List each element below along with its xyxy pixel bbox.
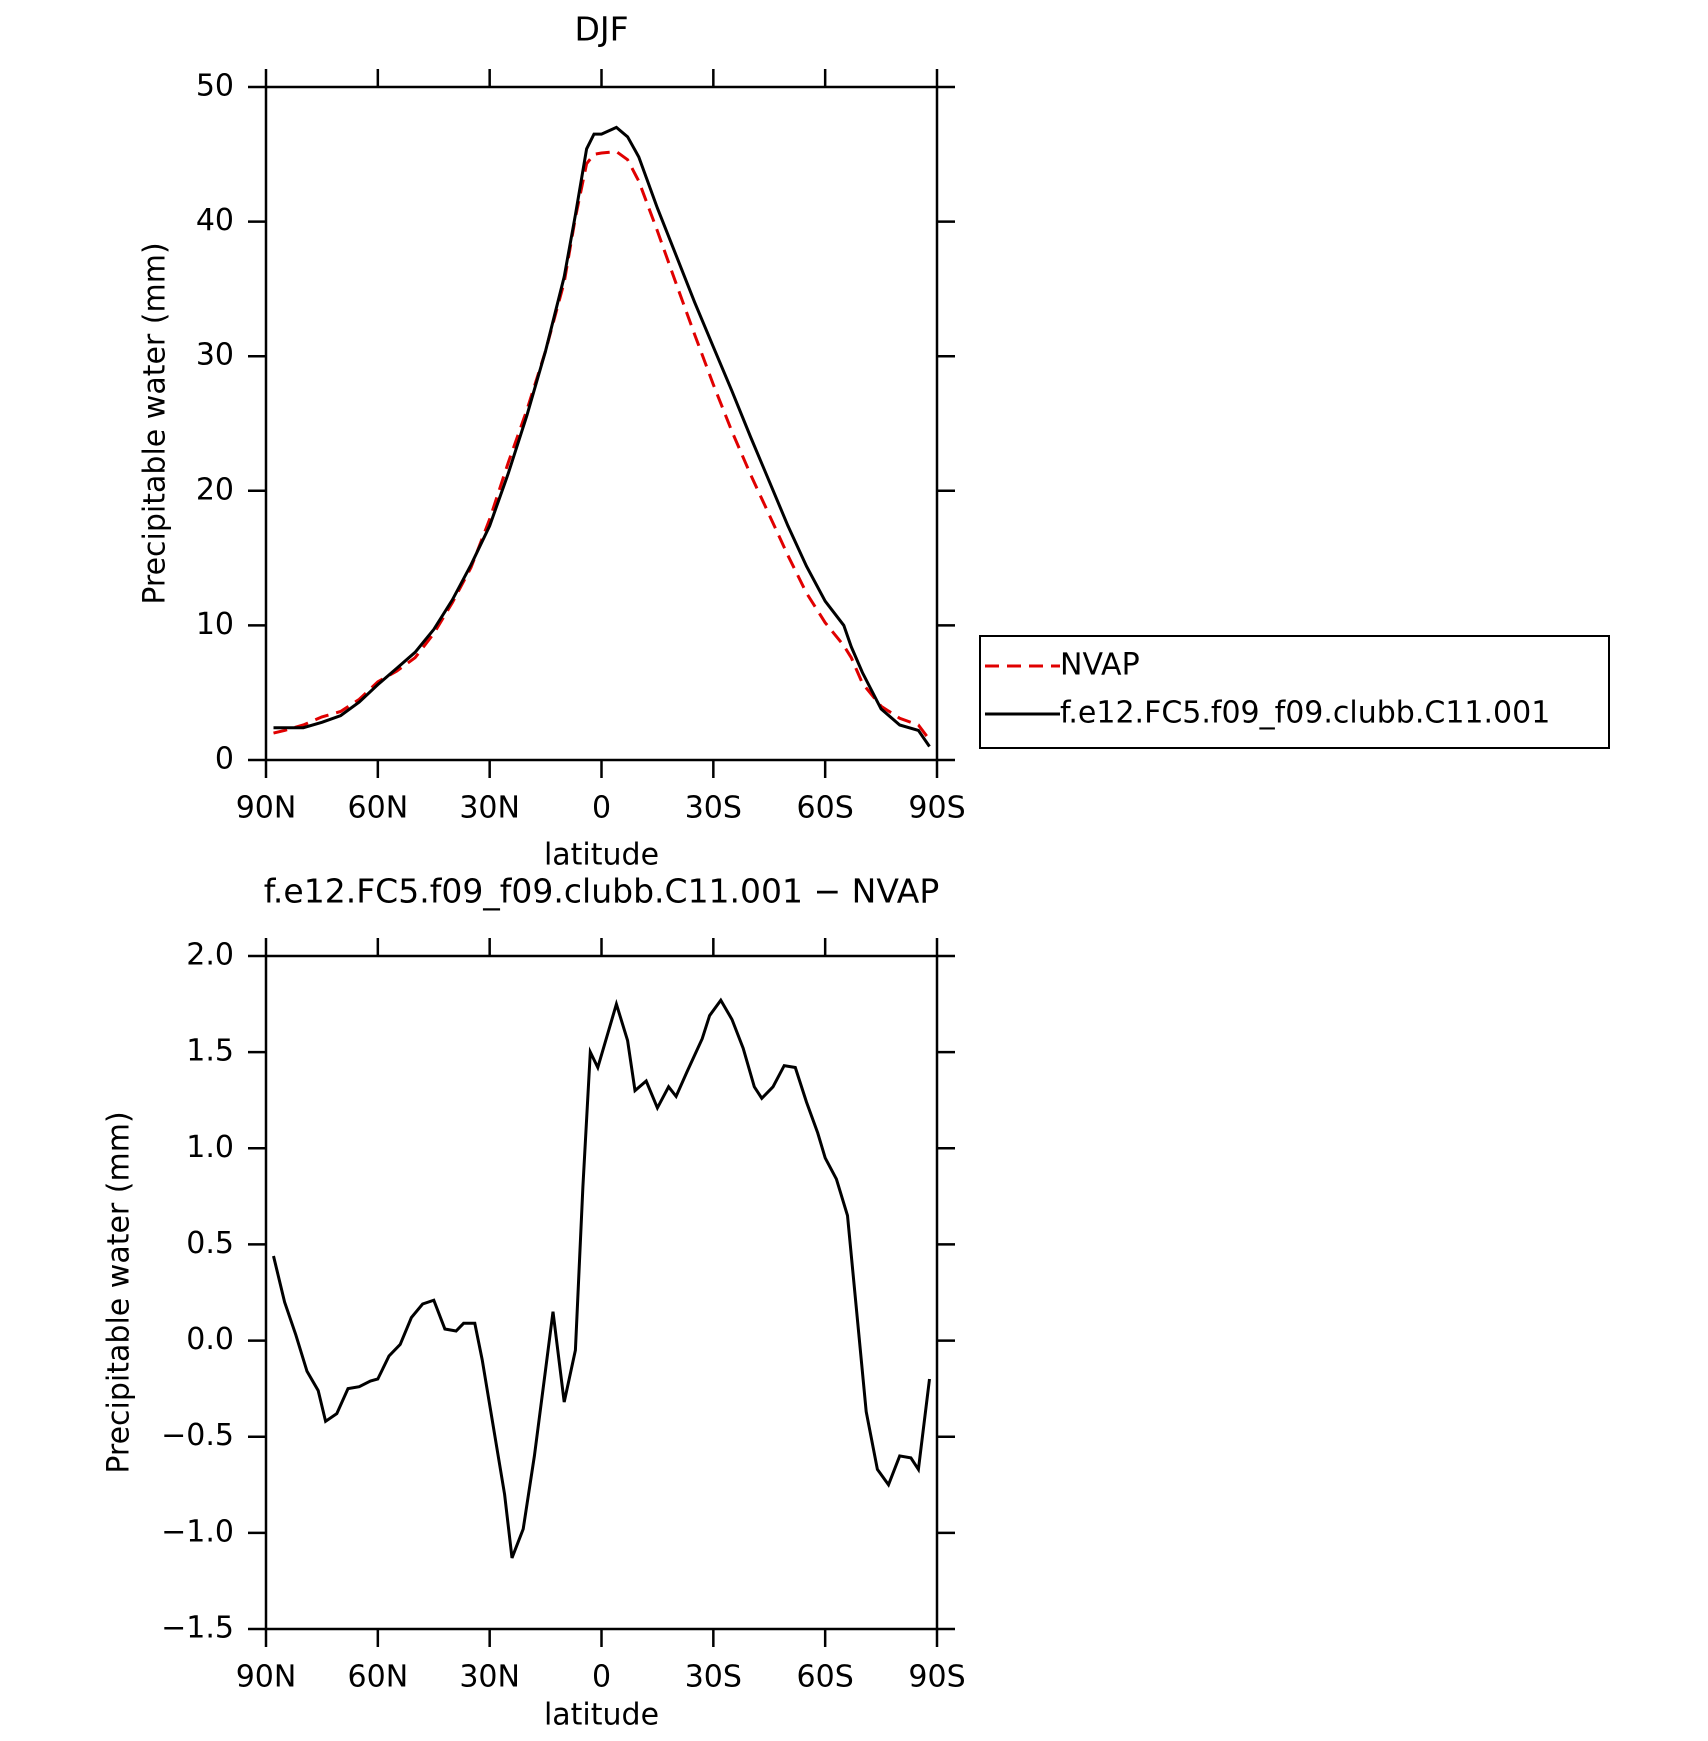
x-tick-label: 90S (908, 1660, 965, 1695)
y-tick-label: 40 (196, 203, 234, 238)
y-axis-label: Precipitable water (mm) (138, 242, 173, 604)
plot-frame (264, 85, 939, 762)
y-tick-label: −1.5 (161, 1611, 234, 1646)
y-tick-label: 1.5 (186, 1034, 234, 1069)
x-tick-label: 30S (685, 1660, 742, 1695)
chart-title: DJF (574, 10, 628, 49)
y-tick-label: 0.5 (186, 1226, 234, 1261)
x-tick-label: 90N (236, 1660, 297, 1695)
x-tick-label: 90N (236, 791, 297, 826)
data-line (273, 125, 931, 748)
chart-title: f.e12.FC5.f09_f09.clubb.C11.001 − NVAP (264, 872, 940, 911)
y-tick-label: 1.0 (186, 1130, 234, 1165)
x-tick-label: 60S (797, 1660, 854, 1695)
legend-label: f.e12.FC5.f09_f09.clubb.C11.001 (1060, 696, 1550, 731)
x-tick-label: 90S (908, 791, 965, 826)
y-tick-label: 10 (196, 607, 234, 642)
x-tick-label: 30N (459, 791, 520, 826)
y-tick-label: 20 (196, 472, 234, 507)
y-tick-label: 30 (196, 338, 234, 373)
legend-label: NVAP (1060, 648, 1140, 683)
data-line (272, 997, 931, 1559)
x-axis-label: latitude (544, 1698, 659, 1733)
plot-frame (264, 954, 939, 1631)
x-axis-label: latitude (544, 838, 659, 873)
y-tick-label: 2.0 (186, 938, 234, 973)
y-axis-label: Precipitable water (mm) (102, 1111, 137, 1473)
x-tick-label: 0 (592, 791, 611, 826)
x-tick-label: 0 (592, 1660, 611, 1695)
legend-box (979, 635, 1610, 749)
y-tick-label: 0 (215, 742, 234, 777)
y-tick-label: −0.5 (161, 1418, 234, 1453)
y-tick-label: 0.0 (186, 1322, 234, 1357)
x-tick-label: 30S (685, 791, 742, 826)
x-tick-label: 60N (348, 791, 409, 826)
x-tick-label: 30N (459, 1660, 520, 1695)
y-tick-label: 50 (196, 69, 234, 104)
data-line (273, 150, 931, 741)
y-tick-label: −1.0 (161, 1514, 234, 1549)
x-tick-label: 60N (348, 1660, 409, 1695)
x-tick-label: 60S (797, 791, 854, 826)
